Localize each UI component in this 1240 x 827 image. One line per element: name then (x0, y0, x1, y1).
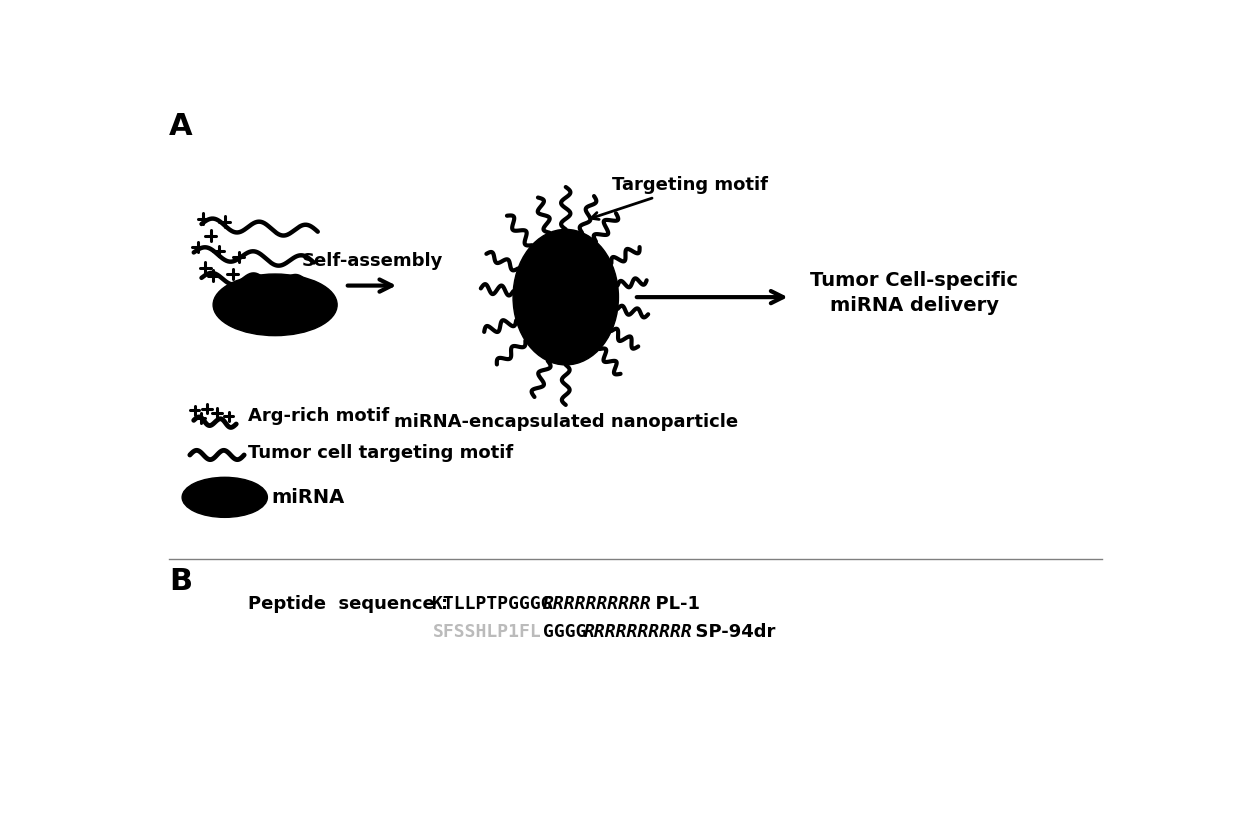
Text: B: B (169, 566, 192, 595)
Text: Peptide  sequence :: Peptide sequence : (248, 595, 448, 613)
Text: miRNA-encapsulated nanoparticle: miRNA-encapsulated nanoparticle (393, 413, 738, 431)
Text: Self-assembly: Self-assembly (301, 252, 443, 270)
Text: SFSSHLP1FL: SFSSHLP1FL (433, 623, 541, 641)
Text: GGGG: GGGG (543, 623, 587, 641)
Text: Tumor Cell-specific
miRNA delivery: Tumor Cell-specific miRNA delivery (811, 271, 1018, 315)
Text: PL-1: PL-1 (644, 595, 701, 613)
Text: RRRRRRRRRR: RRRRRRRRRR (543, 595, 651, 613)
Text: KTLLPTPGGGG: KTLLPTPGGGG (433, 595, 552, 613)
Ellipse shape (213, 274, 337, 336)
Text: SP-94dr: SP-94dr (683, 623, 775, 641)
Text: A: A (169, 112, 192, 141)
Text: Arg-rich motif: Arg-rich motif (248, 408, 389, 425)
Ellipse shape (513, 229, 619, 365)
Text: Targeting motif: Targeting motif (591, 176, 769, 219)
Text: miRNA: miRNA (272, 488, 345, 507)
Text: RRRRRRRRRR: RRRRRRRRRR (584, 623, 692, 641)
Ellipse shape (182, 477, 268, 518)
Text: Tumor cell targeting motif: Tumor cell targeting motif (248, 444, 513, 462)
